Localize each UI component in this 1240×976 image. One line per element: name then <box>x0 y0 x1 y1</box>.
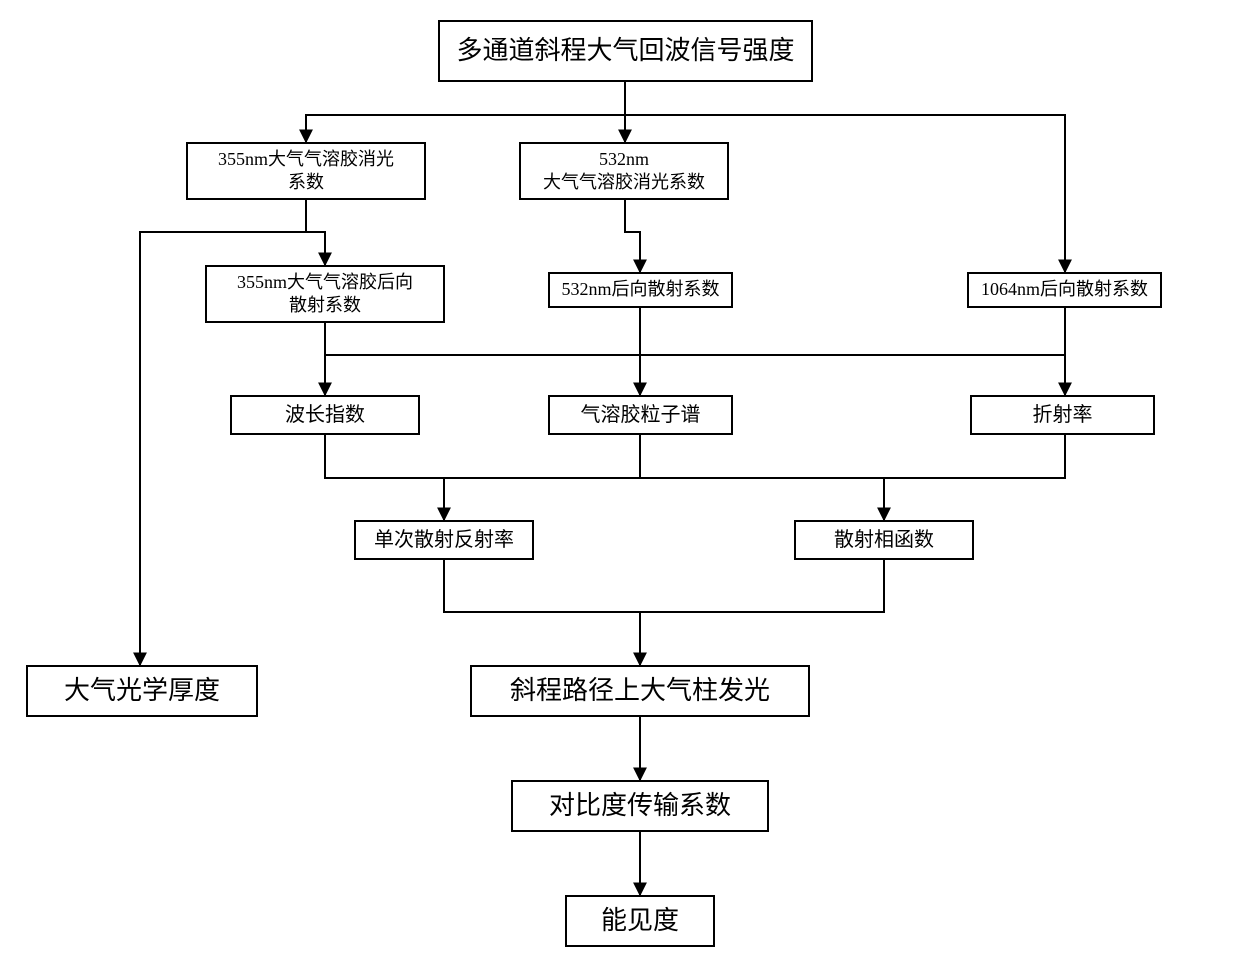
node-contrast: 对比度传输系数 <box>511 780 769 832</box>
edge-top-ext355 <box>306 82 625 142</box>
node-ssa: 单次散射反射率 <box>354 520 534 560</box>
node-ext532: 532nm大气气溶胶消光系数 <box>519 142 729 200</box>
edge-aerosol-ssa <box>444 435 640 520</box>
node-aerosol: 气溶胶粒子谱 <box>548 395 733 435</box>
edge-back355-join3 <box>325 323 1065 355</box>
node-top: 多通道斜程大气回波信号强度 <box>438 20 813 82</box>
edge-refr-ssa_join <box>640 435 1065 478</box>
node-refr: 折射率 <box>970 395 1155 435</box>
node-ext355: 355nm大气气溶胶消光系数 <box>186 142 426 200</box>
edge-aerosol-phase <box>640 435 884 520</box>
edge-ext355-back355 <box>306 200 325 265</box>
edge-ext532-back532 <box>625 200 640 272</box>
node-back1064: 1064nm后向散射系数 <box>967 272 1162 308</box>
node-phase: 散射相函数 <box>794 520 974 560</box>
node-aod: 大气光学厚度 <box>26 665 258 717</box>
node-back532: 532nm后向散射系数 <box>548 272 733 308</box>
node-back355: 355nm大气气溶胶后向散射系数 <box>205 265 445 323</box>
edge-phase-slant <box>640 560 884 612</box>
node-visibility: 能见度 <box>565 895 715 947</box>
node-wave_idx: 波长指数 <box>230 395 420 435</box>
edge-wave_idx-ssa_join <box>325 435 640 478</box>
edge-ssa-slant <box>444 560 640 665</box>
node-slant: 斜程路径上大气柱发光 <box>470 665 810 717</box>
